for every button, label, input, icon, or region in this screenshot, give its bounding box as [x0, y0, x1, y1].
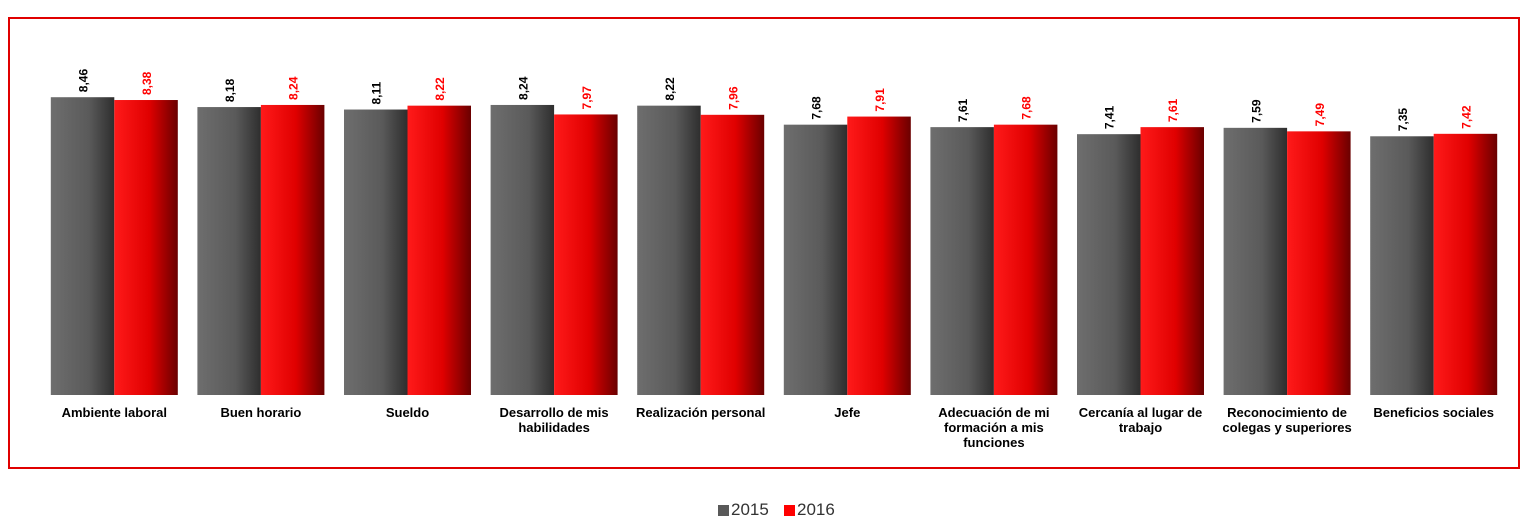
bar [554, 114, 618, 396]
value-label: 8,11 [370, 82, 384, 105]
x-tick-label: Sueldo [385, 405, 430, 420]
bar [197, 107, 261, 396]
legend-swatch [784, 504, 795, 516]
value-label: 7,35 [1396, 108, 1410, 132]
value-label: 7,41 [1103, 105, 1117, 129]
value-label: 8,38 [140, 71, 154, 95]
value-label: 7,49 [1313, 103, 1327, 127]
x-tick-label: Buen horario [220, 405, 302, 420]
legend-swatch [718, 504, 729, 516]
value-label: 8,22 [433, 77, 447, 101]
bar [700, 114, 765, 396]
legend-label: 2016 [797, 500, 835, 519]
bar [847, 116, 911, 396]
value-label: 7,61 [1166, 98, 1180, 122]
value-label: 8,22 [663, 77, 677, 101]
value-label: 7,68 [1020, 96, 1034, 120]
x-tick-label: Desarrollo de mis habilidades [499, 405, 609, 435]
x-tick-label: Realización personal [636, 405, 766, 420]
bar [1077, 134, 1141, 395]
legend-item: 2015 [718, 500, 769, 520]
x-tick-label: Jefe [834, 405, 861, 420]
bar [993, 124, 1058, 395]
x-tick-label: Ambiente laboral [61, 405, 168, 420]
x-tick-label: Adecuación de mi formación a mis funcion… [938, 405, 1050, 450]
bar [930, 127, 994, 396]
value-label: 7,96 [726, 86, 740, 110]
value-label: 7,61 [956, 98, 970, 122]
bar [1140, 127, 1204, 396]
bar [637, 105, 701, 395]
value-label: 8,24 [516, 76, 530, 100]
bar [114, 100, 178, 396]
bar [260, 104, 325, 396]
value-label: 7,91 [873, 88, 887, 112]
bar [1370, 136, 1434, 395]
bar [344, 109, 408, 395]
value-label: 7,97 [580, 86, 594, 110]
bar [1287, 131, 1351, 396]
legend-label: 2015 [731, 500, 769, 519]
bar [407, 105, 471, 395]
value-label: 8,18 [223, 78, 237, 102]
x-tick-label: Reconocimiento de colegas y superiores [1222, 405, 1352, 435]
legend-item: 2016 [784, 500, 835, 520]
x-tick-label: Beneficios sociales [1373, 405, 1495, 420]
chart-frame [8, 17, 1520, 469]
bar [1433, 133, 1498, 396]
bar [50, 97, 115, 395]
value-label: 8,24 [287, 76, 301, 100]
value-label: 7,59 [1249, 99, 1263, 123]
bar [783, 124, 848, 395]
bar [490, 104, 555, 396]
value-label: 7,68 [810, 96, 824, 120]
bar [1223, 127, 1288, 395]
value-label: 7,42 [1459, 105, 1473, 129]
x-tick-label: Cercanía al lugar de trabajo [1078, 405, 1203, 435]
value-label: 8,46 [77, 69, 91, 93]
